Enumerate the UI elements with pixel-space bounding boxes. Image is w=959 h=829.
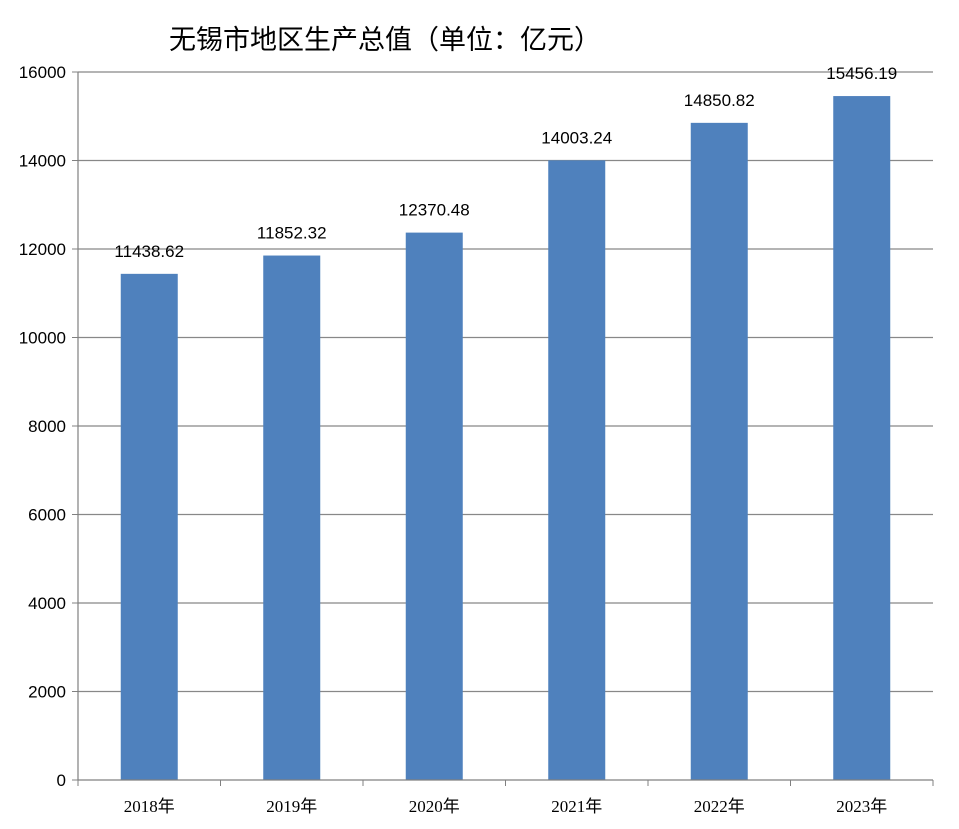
chart-title: 无锡市地区生产总值（单位：亿元） xyxy=(169,25,601,56)
y-tick-label: 14000 xyxy=(19,152,66,171)
bar xyxy=(263,255,321,780)
y-tick-label: 6000 xyxy=(28,506,66,525)
bar xyxy=(690,122,748,781)
y-tick-label: 8000 xyxy=(28,417,66,436)
gridlines xyxy=(78,71,933,693)
x-tick-label: 2022年 xyxy=(694,797,745,816)
bar xyxy=(833,96,891,780)
x-tick-label: 2021年 xyxy=(551,797,602,816)
data-label: 11852.32 xyxy=(257,224,327,243)
data-label: 14003.24 xyxy=(541,128,612,147)
data-label: 12370.48 xyxy=(399,201,470,220)
bars xyxy=(120,96,891,781)
x-tick-label: 2018年 xyxy=(124,797,175,816)
x-tick-label: 2020年 xyxy=(409,797,460,816)
y-tick-label: 2000 xyxy=(28,683,66,702)
y-tick-label: 4000 xyxy=(28,594,66,613)
data-label: 11438.62 xyxy=(114,242,184,261)
y-tick-label: 10000 xyxy=(19,329,66,348)
y-axis-tick-labels: 0 2000 4000 6000 8000 10000 12000 14000 16000 xyxy=(19,63,78,790)
y-tick-label: 16000 xyxy=(19,63,66,82)
x-tick-label: 2023年 xyxy=(836,797,887,816)
x-tick-label: 2019年 xyxy=(266,797,317,816)
y-tick-label: 12000 xyxy=(19,240,66,259)
data-labels: 11438.62 11852.32 12370.48 14003.24 14850.82… xyxy=(114,64,897,261)
x-axis-tick-labels: 2018年 2019年 2020年 2021年 2022年 2023年 xyxy=(124,797,888,816)
data-label: 15456.19 xyxy=(826,64,897,83)
axes xyxy=(77,72,934,786)
bar xyxy=(120,273,178,780)
y-tick-label: 0 xyxy=(57,771,66,790)
bar xyxy=(405,232,463,780)
data-label: 14850.82 xyxy=(684,91,755,110)
bar xyxy=(548,160,606,780)
